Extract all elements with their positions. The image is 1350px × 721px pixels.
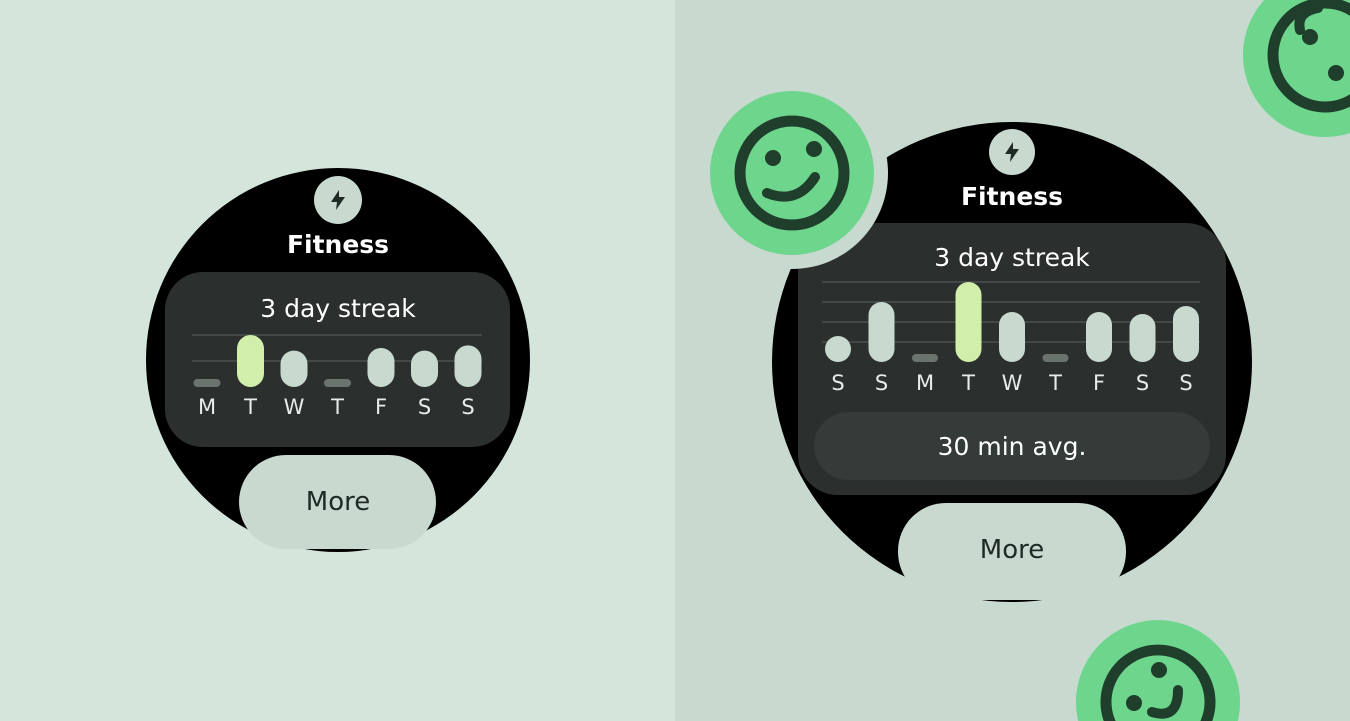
- streak-title: 3 day streak: [934, 243, 1090, 272]
- streak-card[interactable]: [165, 272, 510, 447]
- day-label: T: [330, 395, 344, 419]
- more-button[interactable]: [239, 455, 436, 549]
- day-label: M: [198, 395, 216, 419]
- day-label: T: [243, 395, 257, 419]
- bar: [280, 350, 308, 387]
- bar-zero: [324, 379, 351, 387]
- day-label: T: [961, 371, 975, 395]
- bar-zero: [1042, 354, 1069, 362]
- streak-title: 3 day streak: [260, 294, 416, 323]
- more-button-label: More: [980, 535, 1044, 565]
- bar: [454, 345, 482, 387]
- watch-title: Fitness: [961, 182, 1063, 211]
- day-label: T: [1048, 371, 1062, 395]
- bar: [955, 282, 982, 362]
- smiley-face-icon: [1076, 620, 1240, 721]
- day-label: S: [461, 395, 474, 419]
- day-label: M: [916, 371, 934, 395]
- more-button-label: More: [306, 487, 370, 517]
- watch-title: Fitness: [287, 230, 389, 259]
- day-label: F: [1093, 371, 1105, 395]
- bar-zero: [912, 354, 938, 362]
- day-label: S: [875, 371, 888, 395]
- smiley-face-icon: [710, 91, 874, 255]
- day-label: S: [831, 371, 844, 395]
- day-label: S: [1179, 371, 1192, 395]
- average-label: 30 min avg.: [938, 432, 1087, 461]
- bar: [999, 312, 1025, 362]
- large-watch: Fitness 3 day streak S S M T W T F S S 30 min av…: [772, 122, 1252, 602]
- bar: [825, 336, 851, 362]
- bar: [367, 348, 395, 387]
- day-label: F: [375, 395, 387, 419]
- more-button[interactable]: [898, 503, 1126, 600]
- day-label: W: [284, 395, 305, 419]
- bar: [1173, 306, 1199, 362]
- bar: [1129, 314, 1156, 362]
- bar-zero: [193, 379, 221, 387]
- day-label: S: [1136, 371, 1149, 395]
- day-label: W: [1002, 371, 1023, 395]
- smiley-face-icon: [1243, 0, 1350, 137]
- average-pill: [814, 412, 1210, 480]
- bar: [1086, 312, 1112, 362]
- day-label: S: [418, 395, 431, 419]
- small-watch: Fitness 3 day streak M T W T F S S More: [146, 168, 530, 552]
- bar: [411, 350, 438, 387]
- bar: [237, 335, 264, 387]
- bar: [868, 302, 895, 362]
